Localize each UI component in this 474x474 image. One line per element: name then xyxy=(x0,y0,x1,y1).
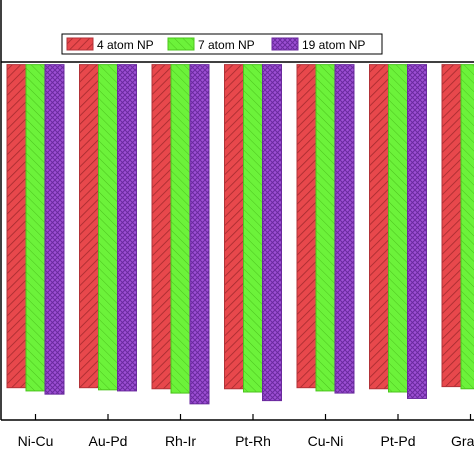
legend-frame xyxy=(61,33,383,55)
x-tick-label-6: Graph xyxy=(451,433,474,449)
x-ticks xyxy=(34,414,472,420)
legend-item-0: 4 atom NP xyxy=(66,37,154,52)
legend-swatch-0 xyxy=(66,37,94,51)
legend-swatch-1 xyxy=(167,37,195,51)
bar-pt-rh-series-2 xyxy=(262,64,282,402)
bar-pt-rh-series-0 xyxy=(224,64,244,390)
bar-graph-series-1 xyxy=(460,64,474,390)
bar-cu-ni-series-0 xyxy=(296,64,317,389)
x-tick-label-3: Pt-Rh xyxy=(235,433,271,449)
x-tick-label-2: Rh-Ir xyxy=(165,433,196,449)
bar-rh-ir-series-0 xyxy=(151,64,172,390)
legend-swatch-2 xyxy=(271,37,299,51)
bar-ni-cu-series-0 xyxy=(6,64,27,389)
legend-item-1: 7 atom NP xyxy=(167,37,255,52)
x-tick-label-5: Pt-Pd xyxy=(380,433,415,449)
bar-au-pd-series-2 xyxy=(117,64,137,392)
bars xyxy=(6,64,474,405)
x-tick-label-1: Au-Pd xyxy=(89,433,128,449)
x-tick-labels: Ni-Cu Au-Pd Rh-Ir Pt-Rh Cu-Ni Pt-Pd Graph xyxy=(18,433,474,449)
legend-label-1: 7 atom NP xyxy=(198,38,255,52)
bar-graph-series-0 xyxy=(441,64,462,388)
x-tick-label-0: Ni-Cu xyxy=(18,433,54,449)
bar-au-pd-series-0 xyxy=(79,64,99,389)
legend-item-2: 19 atom NP xyxy=(271,37,365,52)
bar-rh-ir-series-2 xyxy=(189,64,210,405)
bar-pt-pd-series-0 xyxy=(369,64,389,390)
bar-rh-ir-series-1 xyxy=(170,64,191,394)
bar-cu-ni-series-1 xyxy=(315,64,336,392)
bar-pt-pd-series-1 xyxy=(388,64,408,393)
legend: 4 atom NP 7 atom NP 19 atom NP xyxy=(61,33,383,55)
x-tick-label-4: Cu-Ni xyxy=(308,433,344,449)
bar-ni-cu-series-2 xyxy=(44,64,65,395)
bar-ni-cu-series-1 xyxy=(25,64,46,392)
bar-pt-pd-series-2 xyxy=(407,64,427,399)
legend-label-0: 4 atom NP xyxy=(97,38,154,52)
bar-au-pd-series-1 xyxy=(98,64,118,391)
bar-pt-rh-series-1 xyxy=(243,64,263,393)
axes xyxy=(0,0,474,421)
bar-cu-ni-series-2 xyxy=(334,64,355,394)
legend-label-2: 19 atom NP xyxy=(302,38,365,52)
